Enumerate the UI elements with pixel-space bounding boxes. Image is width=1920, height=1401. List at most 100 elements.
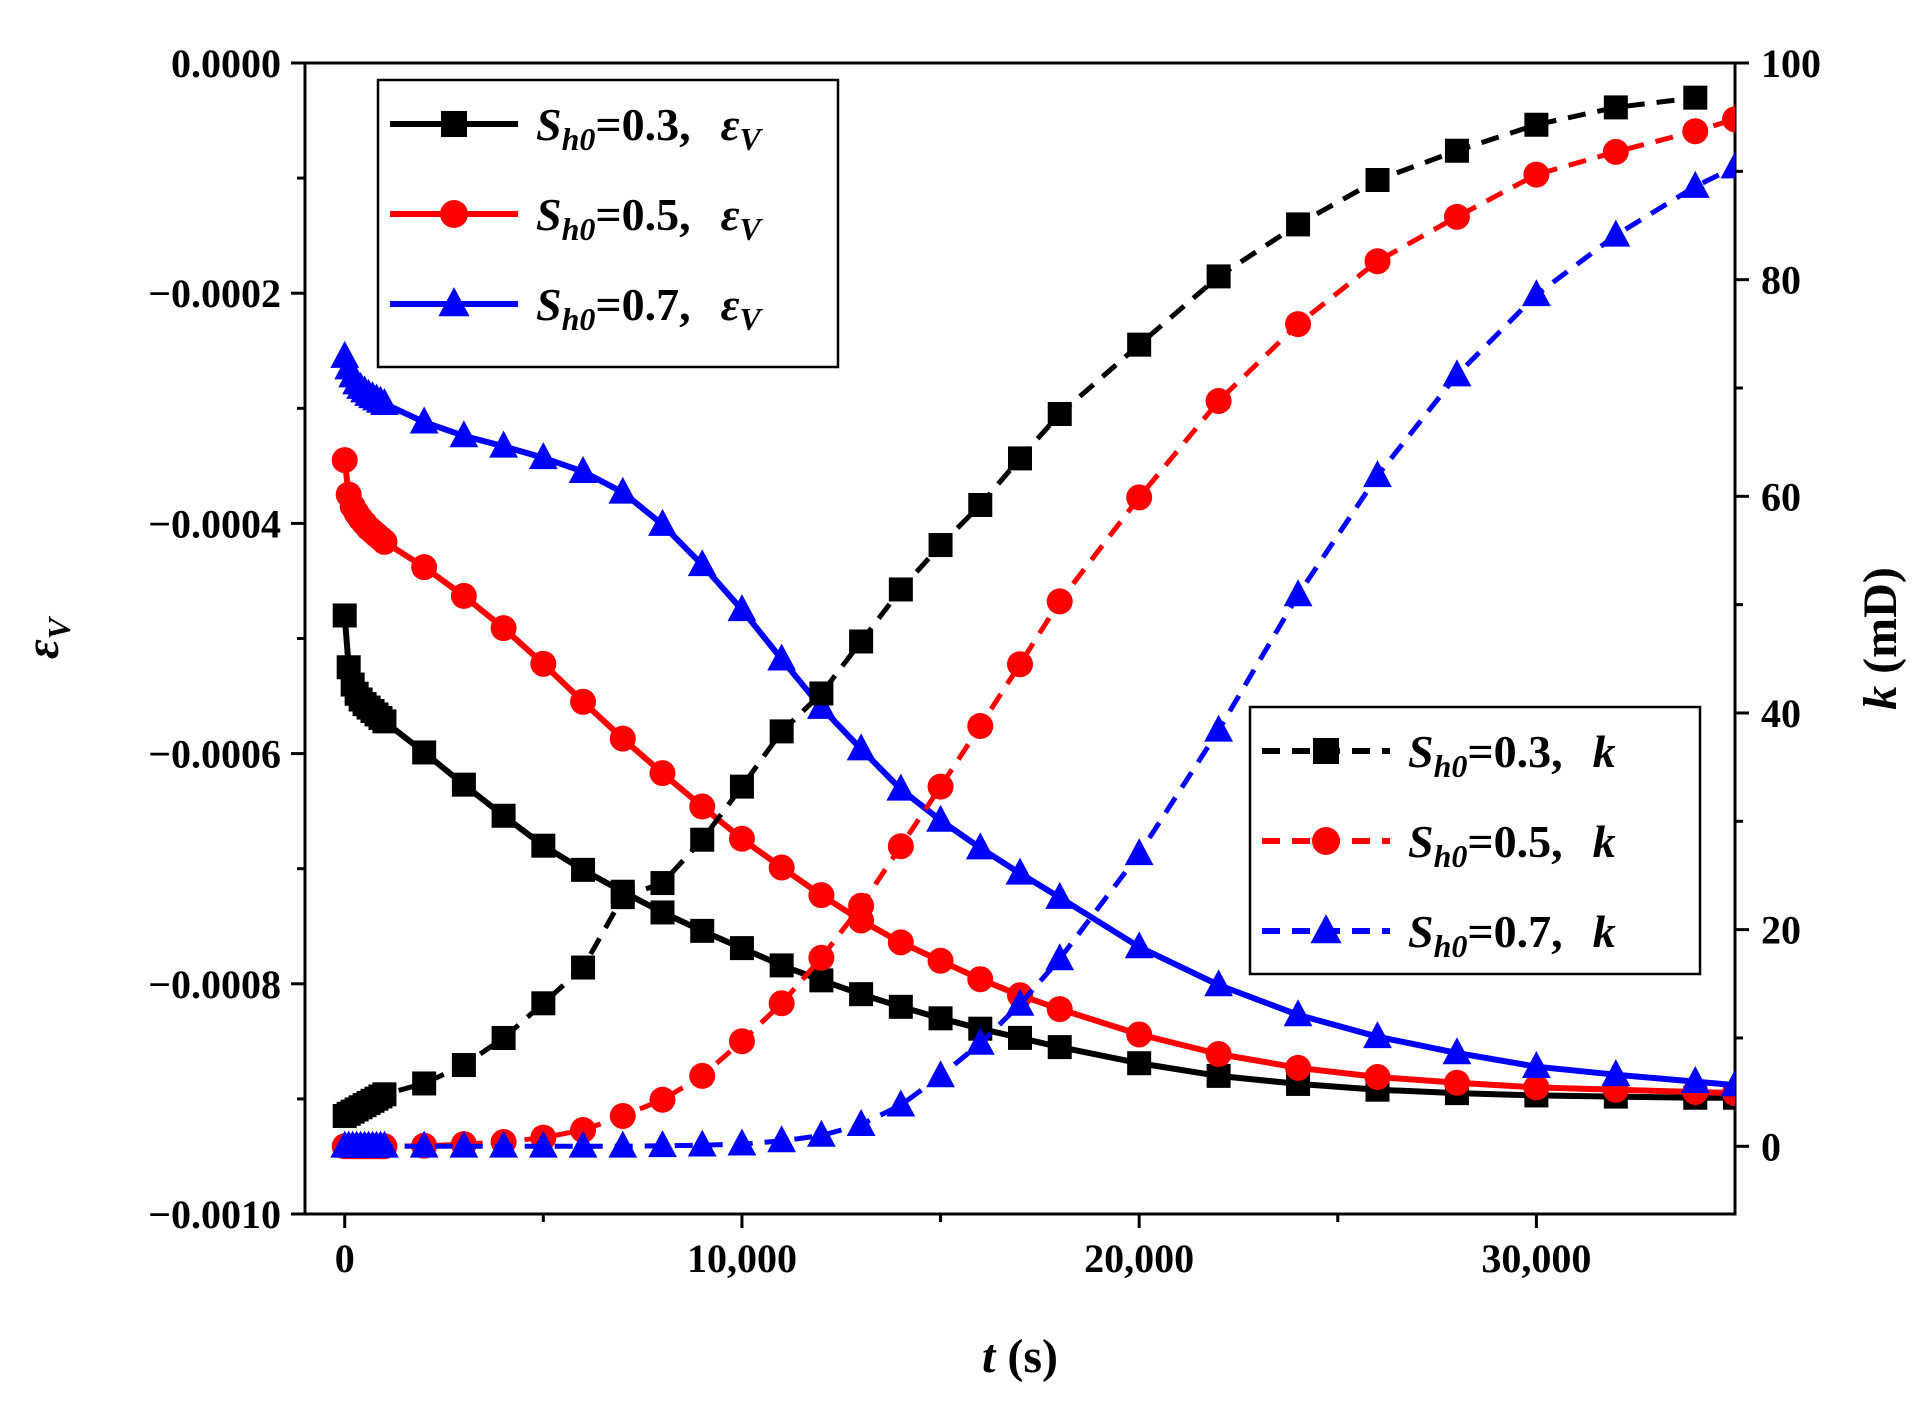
data-point <box>1283 999 1313 1027</box>
data-point <box>728 1028 755 1055</box>
data-point <box>808 944 835 971</box>
y-right-tick-label: 100 <box>1761 41 1821 86</box>
data-point <box>1046 996 1073 1023</box>
data-point <box>1124 931 1154 959</box>
x-tick-label: 20,000 <box>1084 1236 1194 1281</box>
legend-strain: Sh0=0.3, εV Sh0=0.5, εV Sh0=0.7, εV <box>376 78 840 369</box>
data-point <box>690 827 715 852</box>
series-6 <box>330 151 1735 1158</box>
data-point <box>848 892 875 919</box>
data-point <box>1007 651 1033 678</box>
legend-marker <box>1310 914 1342 944</box>
data-point <box>690 918 715 943</box>
data-point <box>610 885 635 910</box>
data-point <box>1205 1041 1232 1068</box>
data-point <box>570 688 597 715</box>
data-point <box>806 1119 836 1147</box>
data-point <box>409 1130 439 1158</box>
data-point <box>571 955 596 980</box>
data-point <box>967 712 994 739</box>
data-point <box>449 420 479 448</box>
data-point <box>888 994 913 1019</box>
data-point <box>1204 714 1234 742</box>
data-point <box>490 615 517 642</box>
data-point <box>886 773 916 801</box>
data-point <box>767 1125 797 1153</box>
legend-marker <box>1312 827 1340 855</box>
x-axis-title: t (s) <box>982 1330 1058 1383</box>
data-point <box>727 594 757 622</box>
y-left-tick-label: −0.0002 <box>148 271 281 316</box>
legend-marker <box>441 111 467 137</box>
data-point <box>1602 138 1629 165</box>
y-left-tick-label: −0.0008 <box>148 962 281 1007</box>
x-tick-label: 0 <box>335 1236 355 1281</box>
data-point <box>1363 460 1392 488</box>
data-point <box>729 936 754 961</box>
series-3 <box>330 340 1735 1097</box>
data-point <box>1127 332 1152 357</box>
data-point <box>528 1130 558 1158</box>
data-point <box>1601 1059 1631 1087</box>
data-point <box>849 982 874 1007</box>
data-point <box>728 825 755 852</box>
legend-permeability: Sh0=0.3, k Sh0=0.5, k Sh0=0.7, k <box>1248 705 1702 976</box>
data-point <box>1680 170 1710 198</box>
data-point <box>968 492 993 517</box>
data-point <box>489 1130 519 1158</box>
data-point <box>928 533 953 558</box>
data-point <box>926 804 955 832</box>
data-point <box>888 577 913 602</box>
data-point <box>769 953 794 978</box>
data-point <box>570 1117 597 1144</box>
data-point <box>1601 219 1631 247</box>
data-point <box>1364 248 1391 275</box>
data-point <box>412 1071 437 1096</box>
data-point <box>1521 279 1551 307</box>
data-point <box>727 1128 757 1156</box>
data-point <box>372 709 397 734</box>
data-point <box>1285 311 1312 338</box>
data-point <box>568 455 598 483</box>
data-point <box>965 832 995 860</box>
data-point <box>926 1060 955 1088</box>
data-point <box>808 882 835 909</box>
data-point <box>967 966 994 993</box>
data-point <box>928 1006 953 1031</box>
y-left-axis-title: εV <box>16 615 77 659</box>
data-point <box>689 793 716 820</box>
data-point <box>1008 1025 1032 1050</box>
data-point <box>412 740 437 765</box>
data-point <box>1521 1051 1551 1079</box>
data-point <box>1204 969 1234 997</box>
series-2 <box>331 447 1735 1107</box>
y-left-tick-label: −0.0006 <box>148 732 281 777</box>
data-point <box>1283 579 1313 607</box>
data-point <box>1005 988 1035 1016</box>
legend-label: Sh0=0.3, εV <box>536 99 763 157</box>
data-point <box>332 603 357 628</box>
legend-label: Sh0=0.5, k <box>1408 816 1616 874</box>
y-left-tick-label: −0.0010 <box>148 1192 281 1237</box>
data-point <box>1683 85 1708 110</box>
data-point <box>768 990 795 1017</box>
legend-label: Sh0=0.7, εV <box>536 279 763 337</box>
data-point <box>1126 484 1153 511</box>
data-point <box>528 442 558 470</box>
data-point <box>531 833 556 858</box>
legend-label: Sh0=0.7, k <box>1408 906 1616 964</box>
data-point <box>1126 1021 1153 1048</box>
data-point <box>927 947 954 974</box>
y-right-tick-label: 20 <box>1761 908 1801 953</box>
data-point <box>608 1130 638 1158</box>
data-point <box>1603 95 1628 120</box>
data-point <box>769 719 794 744</box>
data-point <box>1443 203 1470 230</box>
data-point <box>1047 401 1072 426</box>
data-point <box>1365 167 1390 192</box>
y-right-tick-label: 40 <box>1761 691 1801 736</box>
data-point <box>1008 446 1032 471</box>
data-point <box>1524 112 1549 137</box>
data-point <box>1444 138 1469 163</box>
legend-marker <box>1313 738 1339 764</box>
